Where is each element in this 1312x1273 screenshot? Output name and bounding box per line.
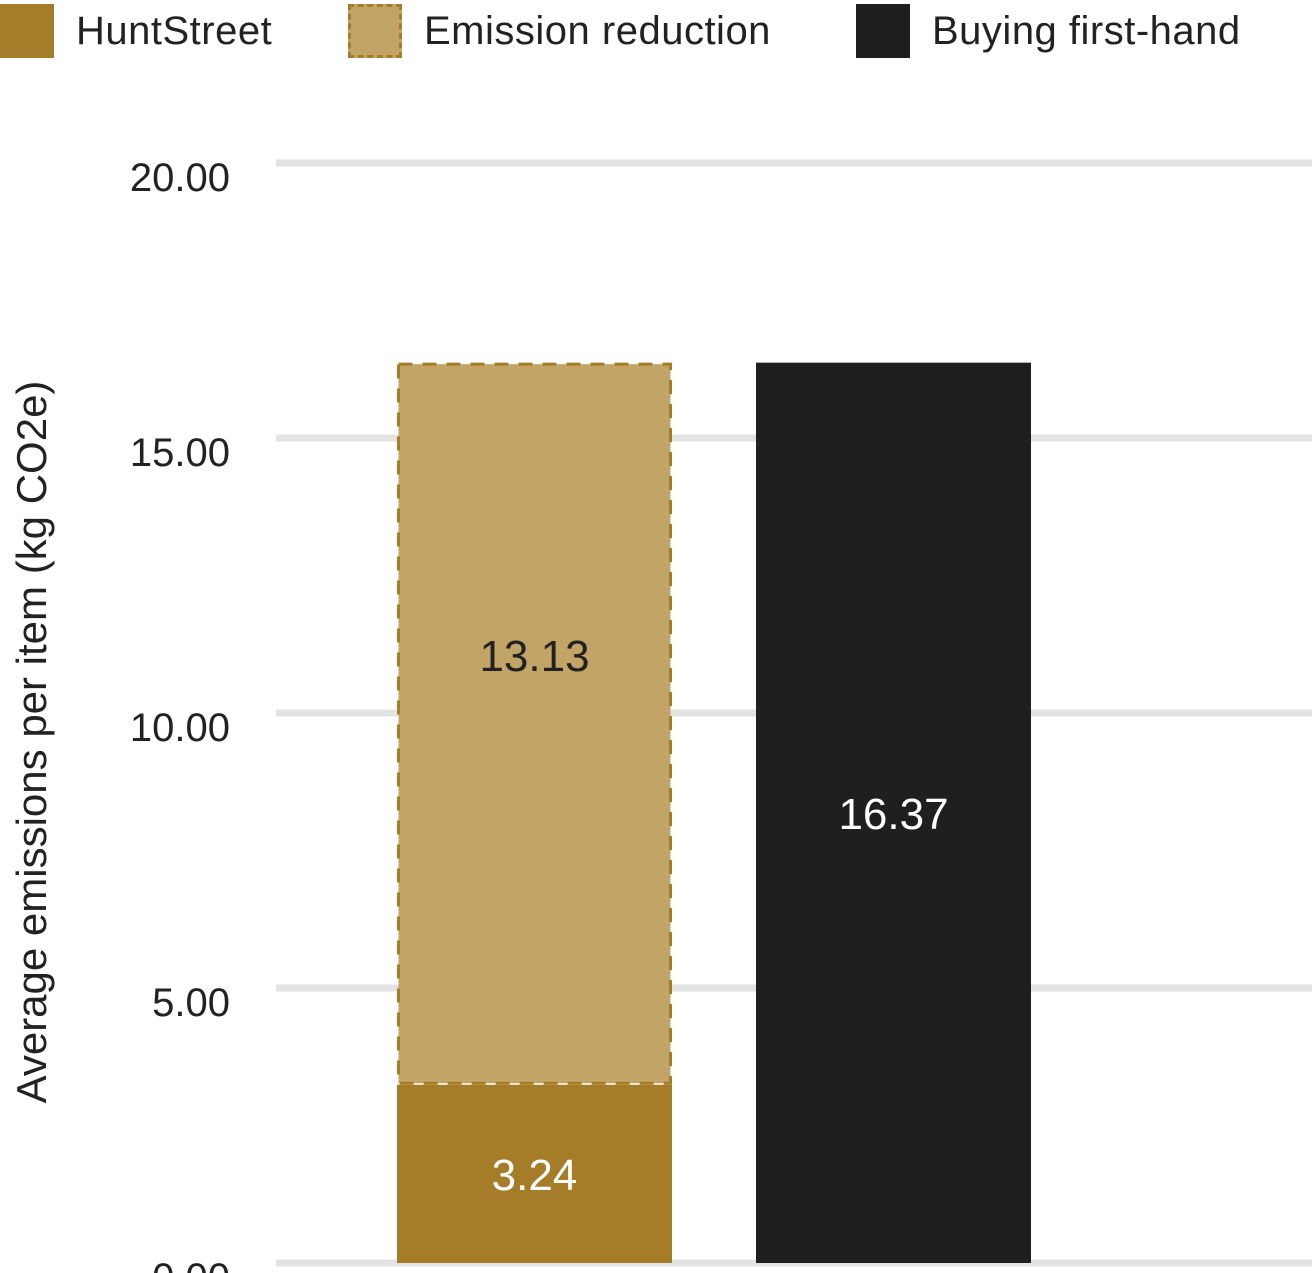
bar-0-segment-emission-reduction xyxy=(397,362,672,1085)
data-labels: 3.24 13.13 16.37 xyxy=(479,632,948,1200)
y-tick-labels: 0.00 5.00 10.00 15.00 20.00 xyxy=(130,156,230,1273)
data-label-bar-0-segment-0: 3.24 xyxy=(492,1151,578,1200)
data-label-bar-0-segment-1: 13.13 xyxy=(479,632,589,681)
legend-label-buying-first-hand: Buying first-hand xyxy=(932,8,1241,53)
legend-swatch-buying-first-hand xyxy=(856,4,910,58)
legend-swatch-emission-reduction xyxy=(348,4,402,58)
legend-item-emission-reduction: Emission reduction xyxy=(348,4,771,58)
y-axis-label: Average emissions per item (kg CO2e) xyxy=(8,381,55,1104)
y-tick-label-3: 15.00 xyxy=(130,431,230,475)
y-tick-label-2: 10.00 xyxy=(130,706,230,750)
legend-label-huntstreet: HuntStreet xyxy=(76,8,273,53)
legend: HuntStreet Emission reduction Buying fir… xyxy=(0,0,1312,60)
data-label-bar-1-segment-0: 16.37 xyxy=(838,790,948,839)
bar-0-segment-huntstreet xyxy=(397,1084,672,1263)
y-tick-label-1: 5.00 xyxy=(152,981,230,1025)
y-tick-label-0: 0.00 xyxy=(152,1256,230,1273)
bar-1-segment-buying-first-hand xyxy=(756,362,1031,1263)
legend-item-huntstreet: HuntStreet xyxy=(0,4,272,58)
legend-label-emission-reduction: Emission reduction xyxy=(424,8,771,53)
legend-item-buying-first-hand: Buying first-hand xyxy=(856,4,1241,58)
legend-swatch-huntstreet xyxy=(0,4,54,58)
y-tick-label-4: 20.00 xyxy=(130,156,230,200)
bars xyxy=(397,362,1031,1263)
